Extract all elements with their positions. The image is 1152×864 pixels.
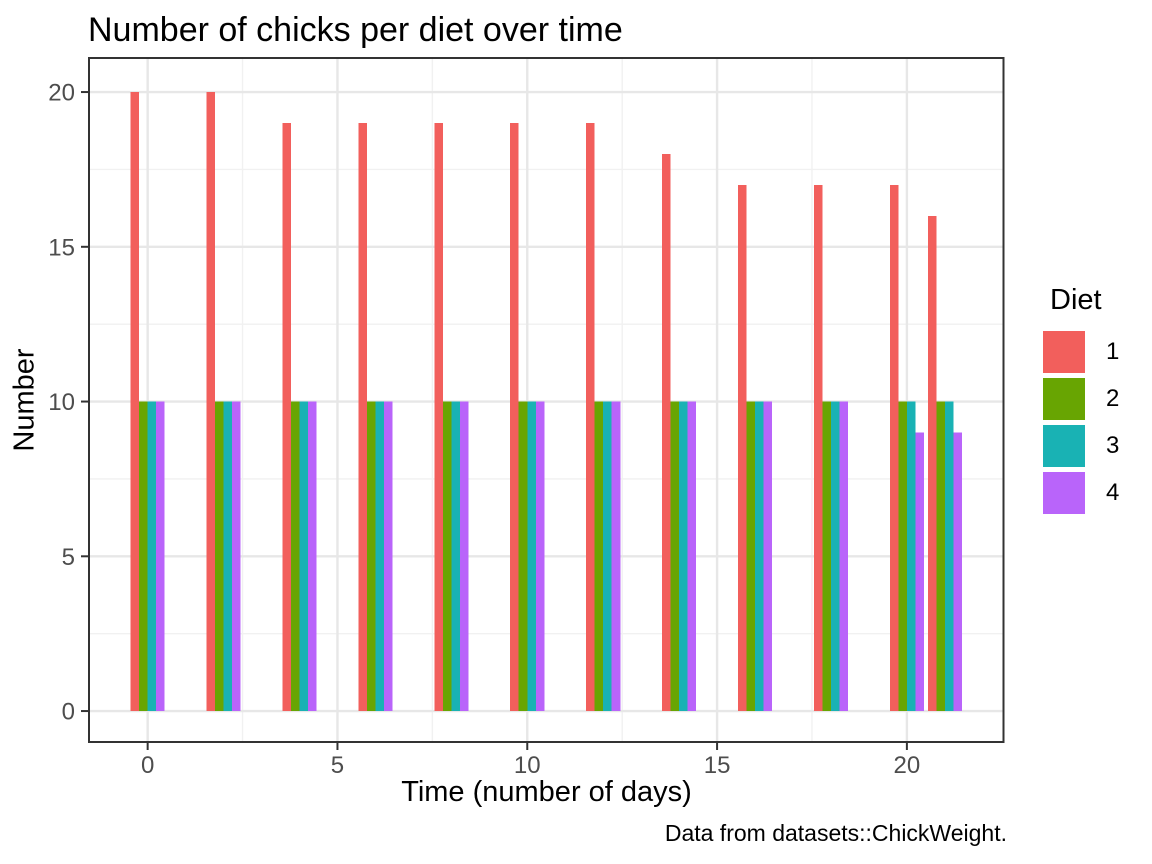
legend-item-label: 3 [1106,432,1120,459]
bar-diet1-day0 [130,92,140,712]
bar-diet2-day18 [822,401,831,712]
y-axis-tick-label: 15 [48,234,75,261]
bar-diet1-day8 [434,122,443,712]
y-axis-tick-label: 10 [48,389,75,416]
legend-item-3: 3 [1043,425,1119,467]
bar-diet1-day21 [927,215,937,712]
legend-key-swatch-1 [1043,331,1085,373]
bar-diet4-day12 [611,401,621,712]
bar-diet2-day20 [898,401,907,712]
bar-diet1-day20 [889,184,899,712]
bar-diet2-day8 [442,401,452,712]
bar-diet1-day4 [282,122,291,712]
bar-diet1-day10 [510,122,519,712]
bar-diet1-day16 [737,184,747,712]
legend-item-label: 4 [1106,479,1120,506]
caption: Data from datasets::ChickWeight. [664,820,1007,846]
bar-diet1-day18 [813,184,823,712]
legend-items: 1 2 3 4 [1043,331,1119,514]
bar-diet2-day2 [215,401,224,712]
legend-key-swatch-2 [1043,378,1085,420]
y-axis-title: Number [8,348,41,452]
bar-diet2-day14 [670,401,680,712]
bar-diet3-day10 [527,401,536,712]
bar-diet2-day10 [518,401,528,712]
bar-diet2-day4 [290,401,300,712]
legend-item-4: 4 [1043,472,1119,514]
bar-diet1-day6 [358,122,367,712]
legend-title: Diet [1050,284,1102,316]
bar-diet4-day20 [915,432,924,712]
y-axis-tick-label: 0 [62,699,75,726]
plot-title: Number of chicks per diet over time [88,11,623,49]
bar-diet2-day6 [366,401,376,712]
bar-diet2-day16 [746,401,756,712]
x-axis-tick-label: 5 [331,752,344,779]
bar-diet3-day4 [299,401,309,712]
legend-item-2: 2 [1043,378,1119,420]
bar-diet4-day6 [383,401,393,712]
bar-diet3-day18 [830,401,840,712]
bar-diet1-day2 [206,92,216,712]
bar-diet1-day14 [662,153,671,712]
x-axis-tick-label: 20 [894,752,921,779]
bar-diet4-day18 [839,401,849,712]
bar-diet3-day12 [603,401,612,712]
bar-diet4-day10 [535,401,545,712]
bar-diet1-day12 [586,122,595,712]
bar-diet4-day4 [308,401,317,712]
bar-diet3-day16 [755,401,764,712]
bar-diet3-day20 [906,401,916,712]
legend-item-1: 1 [1043,331,1119,373]
bar-diet2-day21 [936,401,945,712]
legend-item-label: 2 [1106,385,1120,412]
bar-diet2-day0 [139,401,148,712]
bar-diet3-day2 [223,401,233,712]
x-axis-tick-label: 10 [514,752,541,779]
x-axis-tick-label: 15 [704,752,731,779]
x-axis-title: Time (number of days) [401,776,692,808]
bar-diet3-day0 [147,401,157,712]
legend-key-swatch-3 [1043,425,1085,467]
bar-diet3-day8 [451,401,460,712]
bar-diet3-day14 [679,401,688,712]
bar-diet4-day0 [156,401,165,712]
y-axis-tick-label: 20 [48,80,75,107]
bar-diet2-day12 [594,401,604,712]
bar-diet4-day14 [687,401,697,712]
y-axis-tick-label: 5 [62,544,75,571]
bar-diet3-day6 [375,401,384,712]
bar-diet4-day8 [459,401,469,712]
bar-diet4-day21 [953,432,962,712]
bar-diet3-day21 [944,401,954,712]
panel-border [88,57,1005,743]
legend: Diet 1 2 3 4 [1043,284,1119,519]
legend-key-swatch-4 [1043,472,1085,514]
legend-item-label: 1 [1106,338,1120,365]
bar-diet4-day16 [763,401,773,712]
bar-diet4-day2 [232,401,241,712]
x-axis-tick-label: 0 [141,752,154,779]
